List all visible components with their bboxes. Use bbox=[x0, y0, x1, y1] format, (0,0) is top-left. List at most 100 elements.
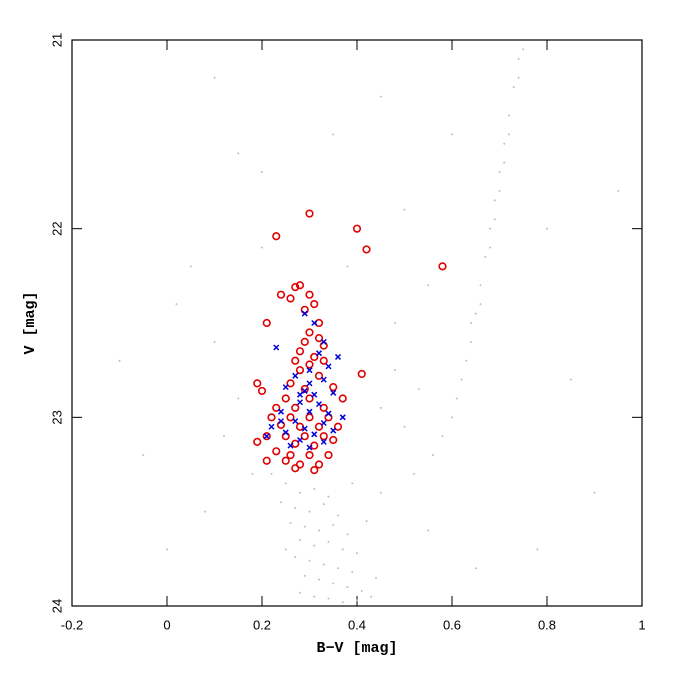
cross-marker bbox=[320, 438, 327, 445]
field-star bbox=[175, 303, 178, 306]
y-tick-label: 24 bbox=[49, 599, 64, 613]
field-star bbox=[498, 189, 501, 192]
field-star bbox=[337, 514, 339, 517]
x-tick-label: 0 bbox=[163, 617, 170, 632]
cross-marker bbox=[292, 372, 299, 379]
field-star bbox=[569, 378, 572, 381]
circle-marker bbox=[291, 403, 300, 413]
cross-marker bbox=[311, 431, 318, 438]
cross-marker bbox=[292, 418, 299, 425]
circle-marker bbox=[291, 283, 300, 292]
field-star bbox=[503, 142, 506, 145]
field-star bbox=[427, 529, 430, 532]
field-star bbox=[237, 152, 240, 155]
field-star bbox=[322, 503, 325, 506]
field-star bbox=[294, 555, 297, 558]
cross-marker bbox=[296, 399, 304, 406]
field-star bbox=[470, 340, 472, 343]
circle-marker bbox=[314, 460, 324, 469]
circle-marker bbox=[286, 450, 295, 460]
field-star bbox=[261, 171, 263, 174]
circle-marker bbox=[362, 245, 371, 254]
field-star bbox=[512, 86, 515, 89]
y-tick-label: 22 bbox=[49, 221, 64, 235]
field-star bbox=[536, 548, 539, 551]
circle-marker bbox=[314, 422, 324, 431]
field-star bbox=[451, 416, 453, 419]
cross-marker bbox=[315, 401, 323, 408]
field-star bbox=[489, 227, 491, 230]
cross-marker bbox=[306, 367, 313, 374]
field-star bbox=[341, 548, 344, 551]
cross-marker bbox=[301, 310, 308, 317]
field-star bbox=[270, 472, 273, 475]
cross-marker bbox=[277, 408, 285, 415]
cross-marker bbox=[320, 419, 327, 427]
circle-marker bbox=[286, 379, 295, 388]
field-star bbox=[356, 599, 358, 602]
x-tick-label: 0.4 bbox=[348, 617, 366, 632]
circle-marker bbox=[276, 290, 286, 299]
field-star bbox=[346, 533, 349, 536]
circle-marker bbox=[262, 432, 271, 441]
circle-marker bbox=[305, 328, 314, 337]
circle-marker bbox=[319, 356, 328, 365]
field-star bbox=[470, 322, 472, 324]
field-star bbox=[299, 591, 301, 594]
field-star bbox=[522, 48, 525, 51]
cross-marker bbox=[339, 414, 346, 421]
field-star bbox=[493, 199, 496, 202]
field-star bbox=[308, 559, 311, 562]
field-star bbox=[303, 574, 306, 577]
field-star bbox=[465, 359, 468, 362]
field-star bbox=[313, 595, 316, 598]
cross-marker bbox=[330, 389, 337, 396]
x-tick-label: -0.2 bbox=[61, 617, 83, 632]
circle-marker bbox=[295, 281, 305, 290]
field-star bbox=[346, 265, 349, 268]
circle-marker bbox=[314, 371, 324, 380]
cross-marker bbox=[296, 391, 304, 398]
cross-marker bbox=[306, 380, 313, 387]
field-star bbox=[508, 133, 510, 136]
circle-marker bbox=[305, 290, 314, 299]
field-star bbox=[318, 578, 320, 581]
field-star bbox=[493, 218, 496, 221]
x-tick-label: 0.6 bbox=[443, 617, 461, 632]
field-star bbox=[332, 582, 335, 585]
cross-marker bbox=[306, 408, 313, 415]
field-star bbox=[479, 303, 482, 306]
field-star bbox=[432, 454, 434, 457]
cross-marker bbox=[330, 427, 337, 434]
field-star bbox=[327, 597, 330, 600]
field-star bbox=[546, 227, 548, 230]
y-tick-label: 21 bbox=[49, 33, 64, 47]
field-star bbox=[289, 521, 292, 524]
field-star bbox=[451, 133, 453, 136]
field-star bbox=[379, 491, 382, 494]
circle-marker bbox=[438, 262, 447, 271]
cross-marker bbox=[296, 436, 304, 444]
cross-marker bbox=[306, 444, 313, 451]
circle-marker bbox=[291, 356, 300, 365]
field-star bbox=[223, 435, 225, 438]
y-tick-label: 23 bbox=[49, 410, 64, 424]
field-star bbox=[237, 397, 240, 400]
circle-marker bbox=[272, 447, 281, 456]
field-star bbox=[365, 520, 368, 523]
circle-marker bbox=[310, 300, 319, 309]
field-star bbox=[413, 472, 415, 475]
circle-marker bbox=[295, 366, 305, 375]
cross-marker bbox=[320, 338, 327, 345]
circle-marker bbox=[329, 435, 338, 445]
circle-marker bbox=[300, 337, 309, 346]
field-star bbox=[166, 548, 168, 551]
circle-marker bbox=[319, 403, 328, 413]
cross-marker bbox=[315, 350, 323, 357]
field-star bbox=[213, 76, 216, 79]
circle-marker bbox=[291, 464, 300, 473]
field-star bbox=[261, 246, 263, 249]
field-star bbox=[394, 322, 396, 324]
cross-marker bbox=[268, 423, 275, 430]
